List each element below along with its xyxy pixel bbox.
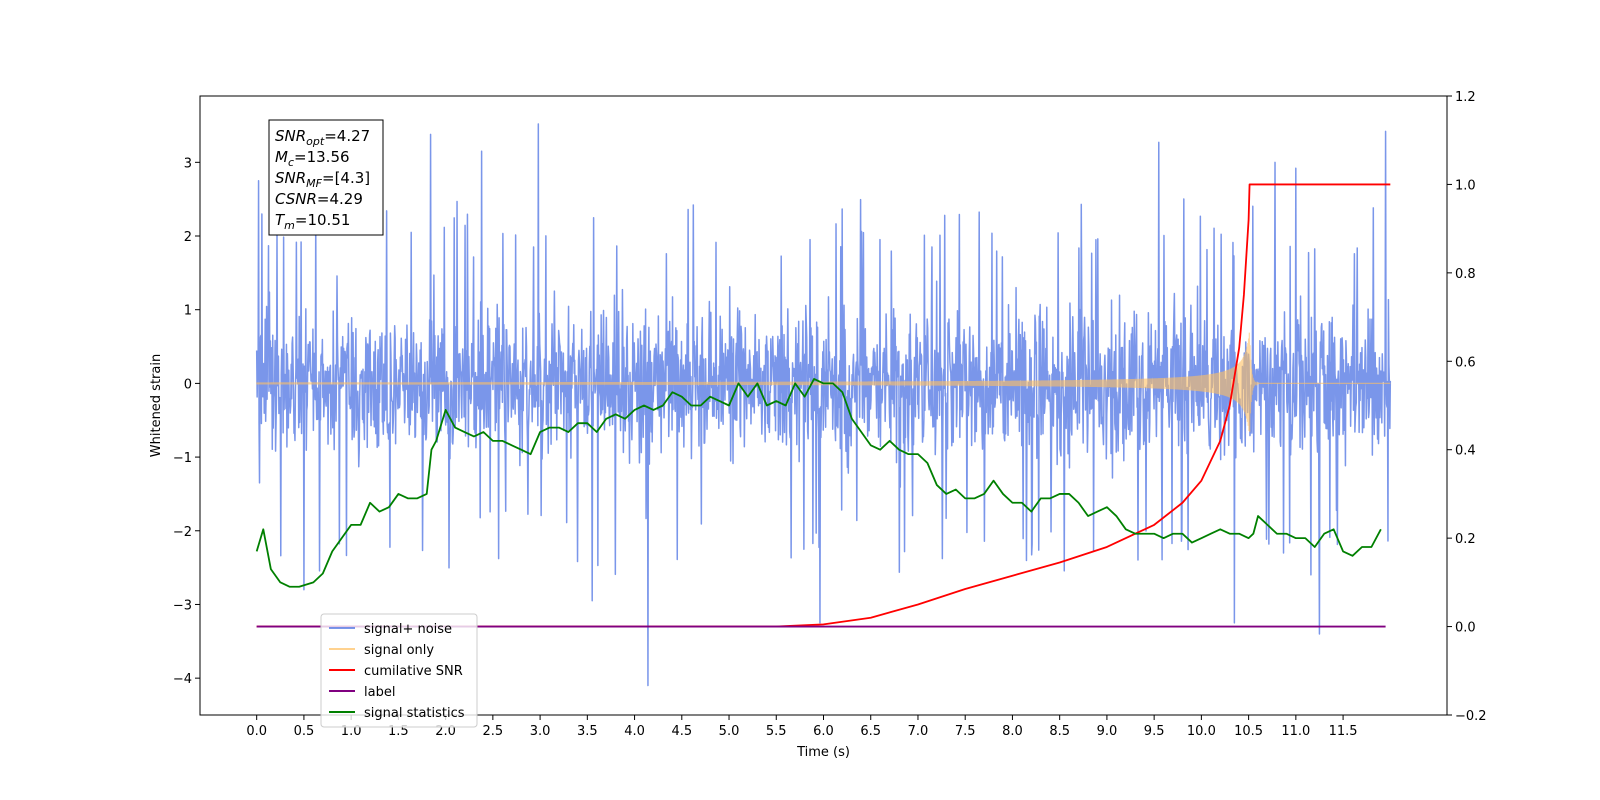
x-tick-label: 9.0: [1097, 724, 1118, 739]
x-tick-label: 2.0: [435, 724, 456, 739]
annotation-line: Tm=10.51: [275, 211, 350, 232]
x-tick-label: 6.5: [860, 724, 881, 739]
legend-frame: [320, 613, 478, 728]
annotation-line: CSNR=4.29: [275, 190, 363, 208]
legend-entry-label: label: [364, 685, 395, 700]
annotation-value: =4.29: [317, 190, 363, 208]
annotation-symbol: T: [275, 211, 286, 229]
annotation-value: =4.27: [324, 127, 370, 145]
y-tick-label: −3: [173, 598, 192, 613]
annotation-subscript: MF: [306, 177, 322, 190]
y2-tick-label: 0.6: [1455, 355, 1476, 370]
y2-tick-label: 0.8: [1455, 267, 1476, 282]
x-tick-label: 7.0: [908, 724, 929, 739]
legend-entry-label: signal only: [364, 643, 434, 658]
left-y-axis-ticks: −4 −3 −2 −1 0 1 2 3: [173, 156, 200, 687]
annotation-subscript: m: [284, 219, 295, 232]
annotation-frame: [268, 119, 384, 236]
x-tick-label: 5.5: [766, 724, 787, 739]
legend-entry-label: cumilative SNR: [364, 664, 463, 679]
x-tick-label: 10.5: [1234, 724, 1263, 739]
legend-entry-label: signal+ noise: [364, 622, 452, 637]
signal-noise-line: [255, 123, 1392, 687]
legend-entry-label: signal statistics: [364, 706, 465, 721]
x-tick-label: 3.5: [577, 724, 598, 739]
annotation-symbol: M: [275, 148, 288, 166]
annotation-value: =13.56: [294, 148, 350, 166]
x-tick-label: 0.0: [246, 724, 267, 739]
annotation-symbol: SNR: [275, 127, 306, 145]
x-axis-ticks: 0.0 0.5 1.0 1.5 2.0 2.5 3.0 3.5 4.0 4.5 5.0 5.5 6.0 6…: [246, 715, 1358, 739]
x-tick-label: 8.0: [1002, 724, 1023, 739]
y-tick-label: −1: [173, 451, 192, 466]
y-tick-label: 1: [184, 304, 192, 319]
x-axis-label: Time (s): [796, 745, 850, 760]
annotation-value: =10.51: [295, 211, 351, 229]
annotation-symbol: CSNR: [275, 190, 317, 208]
y2-tick-label: 1.2: [1455, 90, 1476, 105]
x-tick-label: 3.0: [530, 724, 551, 739]
right-y-axis-ticks: −0.2 0.0 0.2 0.4 0.6 0.8 1.0 1.2: [1447, 90, 1487, 724]
y-axis-label: Whitened strain: [149, 354, 164, 457]
x-tick-label: 7.5: [955, 724, 976, 739]
y-tick-label: 3: [184, 156, 192, 171]
annotation-value: =[4.3]: [322, 169, 370, 187]
x-tick-label: 6.0: [813, 724, 834, 739]
annotation-line: Mc=13.56: [275, 148, 350, 169]
annotation-line: SNRopt=4.27: [275, 127, 370, 148]
x-tick-label: 11.5: [1329, 724, 1358, 739]
x-tick-label: 8.5: [1049, 724, 1070, 739]
x-tick-label: 2.5: [483, 724, 504, 739]
x-tick-label: 11.0: [1281, 724, 1310, 739]
y2-tick-label: 0.4: [1455, 444, 1476, 459]
stats-annotation-box: SNRopt=4.27Mc=13.56SNRMF=[4.3]CSNR=4.29T…: [268, 119, 384, 236]
noise-series-layer: [255, 123, 1392, 687]
x-tick-label: 5.0: [719, 724, 740, 739]
y-tick-label: 0: [184, 377, 192, 392]
y-tick-label: 2: [184, 230, 192, 245]
y2-tick-label: −0.2: [1455, 709, 1487, 724]
y2-tick-label: 0.2: [1455, 532, 1476, 547]
x-tick-label: 9.5: [1144, 724, 1165, 739]
annotation-symbol: SNR: [275, 169, 306, 187]
annotation-subscript: c: [288, 156, 294, 169]
y2-tick-label: 1.0: [1455, 178, 1476, 193]
y2-tick-label: 0.0: [1455, 621, 1476, 636]
x-tick-label: 1.5: [388, 724, 409, 739]
cumilative-snr-line: [256, 183, 1391, 628]
signal-statistics-line: [255, 378, 1382, 588]
annotation-subscript: opt: [306, 135, 325, 148]
x-tick-label: 0.5: [294, 724, 315, 739]
x-tick-label: 10.0: [1187, 724, 1216, 739]
y-tick-label: −4: [173, 672, 192, 687]
legend: signal+ noise signal only cumilative SNR la…: [320, 613, 478, 728]
x-tick-label: 1.0: [341, 724, 362, 739]
x-tick-label: 4.5: [671, 724, 692, 739]
annotation-line: SNRMF=[4.3]: [275, 169, 370, 190]
x-tick-label: 4.0: [624, 724, 645, 739]
y-tick-label: −2: [173, 525, 192, 540]
